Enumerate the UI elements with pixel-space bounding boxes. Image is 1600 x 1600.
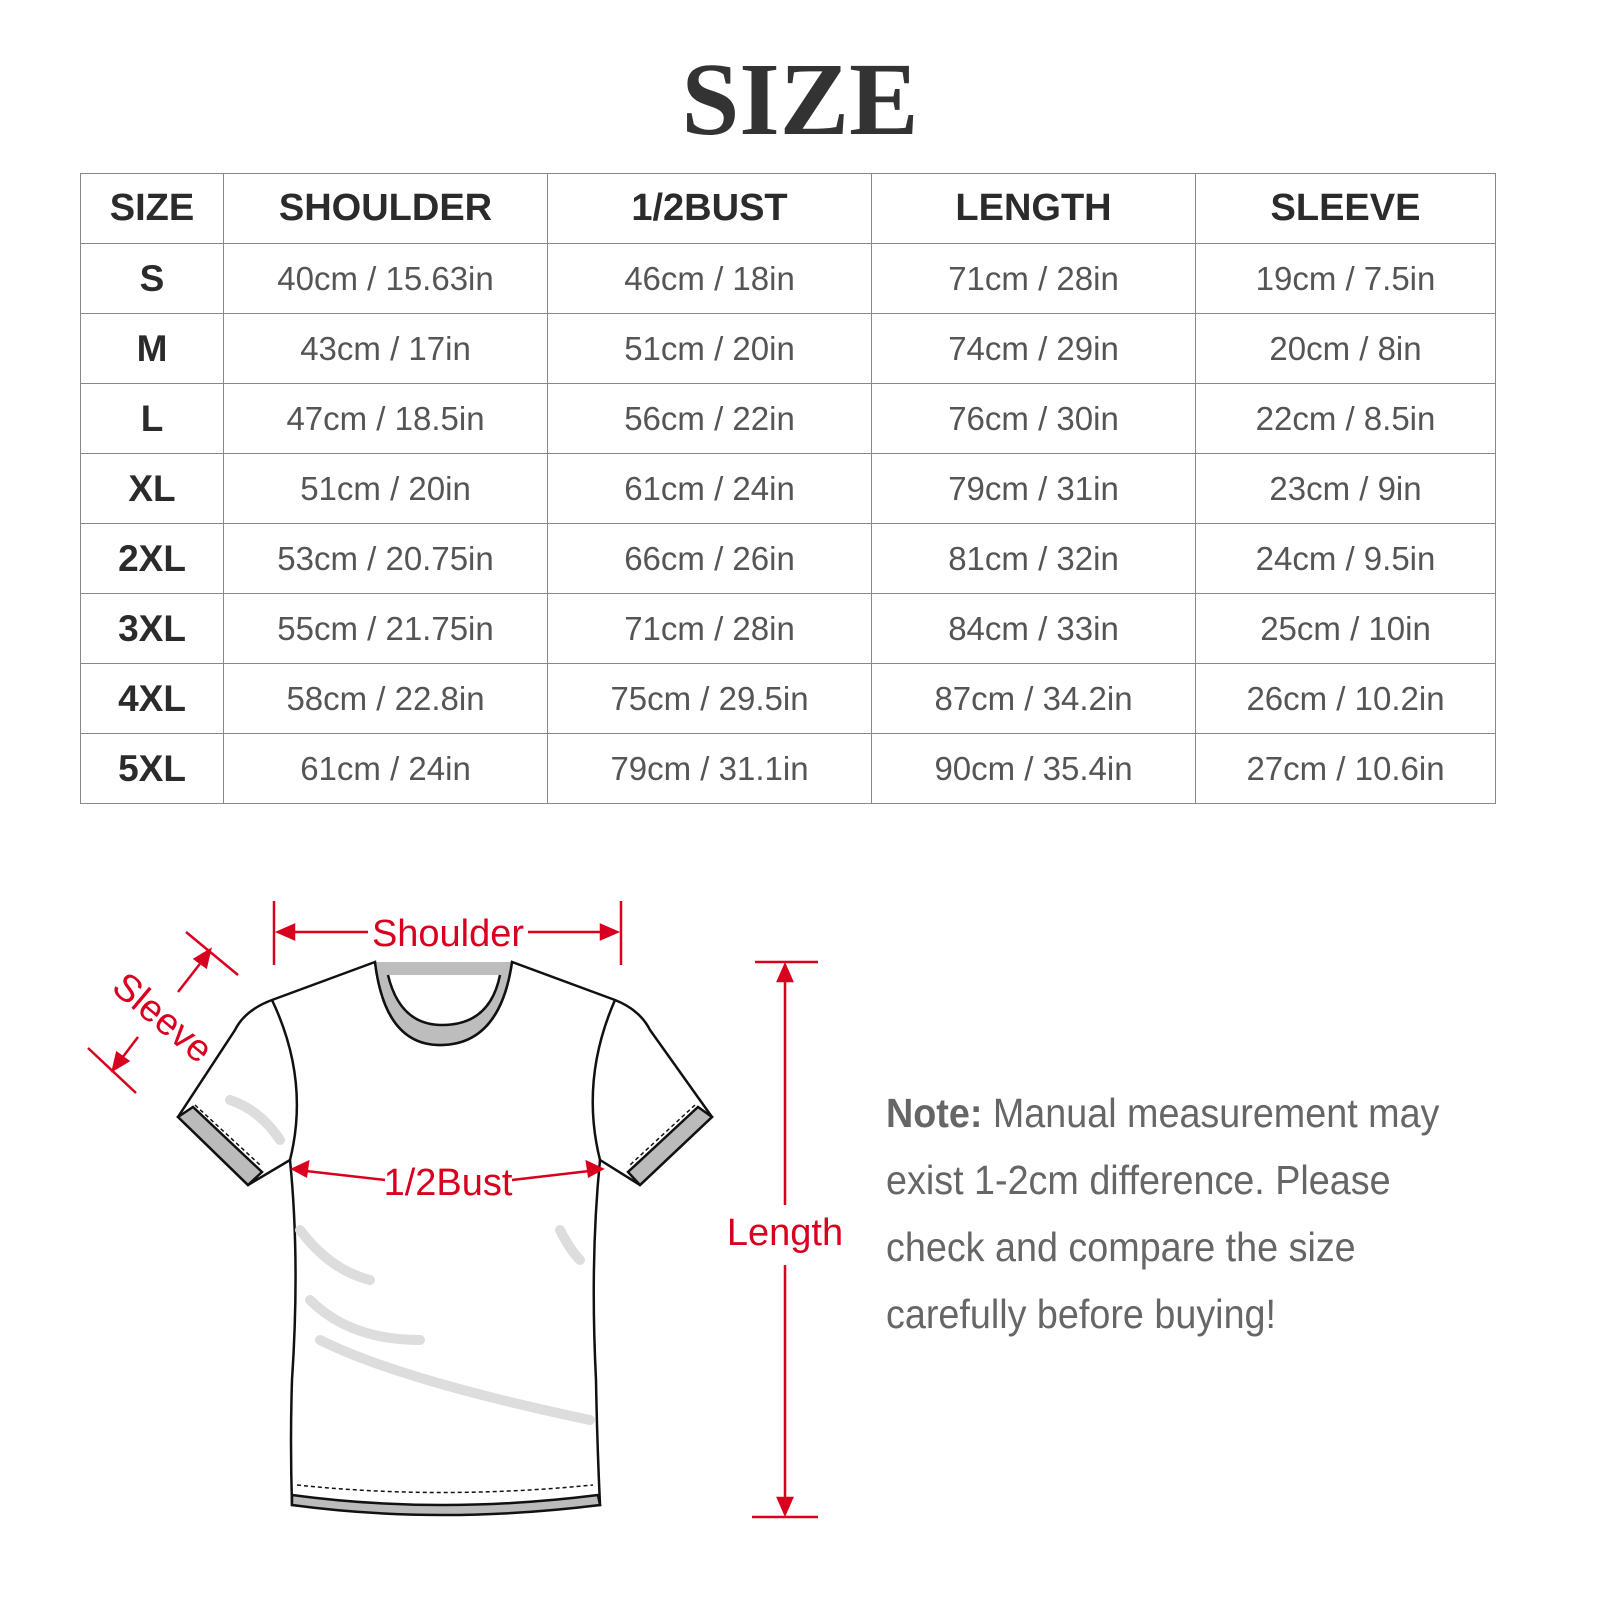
fabric-shading <box>225 1095 595 1425</box>
table-row: S 40cm / 15.63in 46cm / 18in 71cm / 28in 19c… <box>80 243 1496 314</box>
measurement-cell: 79cm / 31.1in <box>547 733 872 804</box>
measurement-cell: 61cm / 24in <box>547 453 872 524</box>
note-label: Note: <box>886 1090 983 1136</box>
table-row: L 47cm / 18.5in 56cm / 22in 76cm / 30in 22cm… <box>80 383 1496 454</box>
measurement-cell: 25cm / 10in <box>1195 593 1496 664</box>
table-row: 5XL 61cm / 24in 79cm / 31.1in 90cm / 35.4in… <box>80 733 1496 804</box>
table-row: XL 51cm / 20in 61cm / 24in 79cm / 31in 23cm … <box>80 453 1496 524</box>
header-size: SIZE <box>80 173 224 244</box>
size-cell: M <box>80 313 224 384</box>
tshirt-illustration <box>176 960 714 1517</box>
header-bust: 1/2BUST <box>547 173 872 244</box>
size-cell: L <box>80 383 224 454</box>
note-body: Manual measurement may exist 1-2cm diffe… <box>886 1090 1440 1337</box>
measurement-cell: 24cm / 9.5in <box>1195 523 1496 594</box>
measurement-cell: 90cm / 35.4in <box>871 733 1196 804</box>
measurement-cell: 23cm / 9in <box>1195 453 1496 524</box>
measurement-cell: 20cm / 8in <box>1195 313 1496 384</box>
shoulder-label: Shoulder <box>372 913 524 955</box>
size-cell: 4XL <box>80 663 224 734</box>
measurement-cell: 46cm / 18in <box>547 243 872 314</box>
size-cell: XL <box>80 453 224 524</box>
measurement-arrows <box>87 901 818 1519</box>
measurement-cell: 26cm / 10.2in <box>1195 663 1496 734</box>
measurement-cell: 75cm / 29.5in <box>547 663 872 734</box>
measurement-cell: 58cm / 22.8in <box>223 663 548 734</box>
bust-label: 1/2Bust <box>384 1162 513 1204</box>
measurement-cell: 74cm / 29in <box>871 313 1196 384</box>
measurement-cell: 40cm / 15.63in <box>223 243 548 314</box>
measurement-cell: 51cm / 20in <box>223 453 548 524</box>
note-text: Note: Manual measurement may exist 1-2cm… <box>886 1080 1475 1348</box>
table-row: 3XL 55cm / 21.75in 71cm / 28in 84cm / 33in 2… <box>80 593 1496 664</box>
measurement-cell: 55cm / 21.75in <box>223 593 548 664</box>
measurement-cell: 19cm / 7.5in <box>1195 243 1496 314</box>
page-title: SIZE <box>681 42 919 157</box>
measurement-cell: 66cm / 26in <box>547 523 872 594</box>
measurement-cell: 27cm / 10.6in <box>1195 733 1496 804</box>
table-header-row: SIZE SHOULDER 1/2BUST LENGTH SLEEVE <box>80 173 1496 244</box>
table-row: 2XL 53cm / 20.75in 66cm / 26in 81cm / 32in 2… <box>80 523 1496 594</box>
measurement-cell: 53cm / 20.75in <box>223 523 548 594</box>
measurement-cell: 61cm / 24in <box>223 733 548 804</box>
table-row: M 43cm / 17in 51cm / 20in 74cm / 29in 20cm /… <box>80 313 1496 384</box>
measurement-cell: 51cm / 20in <box>547 313 872 384</box>
size-cell: 3XL <box>80 593 224 664</box>
table-row: 4XL 58cm / 22.8in 75cm / 29.5in 87cm / 34.2… <box>80 663 1496 734</box>
measurement-cell: 84cm / 33in <box>871 593 1196 664</box>
length-label: Length <box>727 1212 843 1254</box>
size-table: SIZE SHOULDER 1/2BUST LENGTH SLEEVE S 40c… <box>80 173 1496 804</box>
measurement-cell: 43cm / 17in <box>223 313 548 384</box>
measurement-cell: 56cm / 22in <box>547 383 872 454</box>
size-cell: 5XL <box>80 733 224 804</box>
measurement-cell: 22cm / 8.5in <box>1195 383 1496 454</box>
header-sleeve: SLEEVE <box>1195 173 1496 244</box>
size-cell: S <box>80 243 224 314</box>
header-length: LENGTH <box>871 173 1196 244</box>
measurement-cell: 76cm / 30in <box>871 383 1196 454</box>
measurement-cell: 71cm / 28in <box>871 243 1196 314</box>
measurement-cell: 81cm / 32in <box>871 523 1196 594</box>
measurement-cell: 71cm / 28in <box>547 593 872 664</box>
